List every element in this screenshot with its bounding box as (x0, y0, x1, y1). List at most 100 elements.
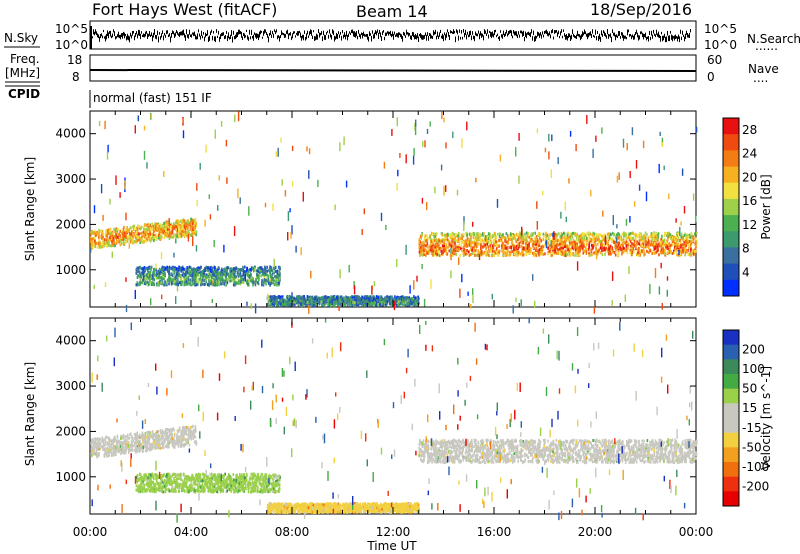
power-echo-cell (400, 295, 403, 299)
noise-sample (655, 34, 656, 38)
power-echo-cell (542, 245, 545, 249)
power-echo-cell (430, 238, 433, 242)
power-echo-cell (164, 274, 166, 278)
power-echo-cell (156, 224, 159, 228)
power-echo-cell (479, 252, 481, 256)
power-echo-cell (105, 232, 107, 236)
power-echo-cell (300, 303, 303, 306)
power-echo-cell (146, 234, 148, 238)
power-echo-cell (348, 300, 350, 303)
noise-sample (528, 31, 529, 35)
power-echo-cell (538, 232, 541, 236)
power-echo-cell (542, 235, 545, 239)
power-echo-cell (330, 302, 332, 306)
power-echo-cell (448, 249, 450, 253)
noise-sample (676, 36, 677, 39)
noise-sample (476, 33, 477, 37)
noise-sample (130, 32, 131, 37)
power-echo-cell (640, 250, 643, 254)
power-echo-cell (247, 274, 249, 277)
power-echo-cell (194, 217, 197, 221)
power-echo-cell (308, 299, 311, 303)
power-echo-cell (351, 296, 354, 300)
power-echo-cell (571, 232, 574, 235)
noise-sample (660, 36, 661, 42)
power-echo-cell (146, 232, 149, 236)
power-echo-cell (638, 242, 641, 246)
power-echo-cell (466, 249, 468, 253)
power-echo-cell (550, 254, 552, 258)
power-echo-cell (538, 248, 540, 252)
power-echo-cell (123, 225, 125, 229)
noise-sample (148, 33, 149, 37)
noise-trace (90, 26, 691, 49)
power-echo-cell (544, 243, 546, 247)
power-echo-cell (398, 296, 401, 300)
power-echo-cell (338, 297, 341, 301)
power-echo-cell (107, 243, 110, 247)
noise-sample (184, 33, 185, 38)
noise-sample (591, 33, 592, 38)
power-echo-cell (536, 244, 539, 248)
power-echo-cell (461, 249, 463, 252)
power-echo-cell (183, 224, 186, 228)
power-echo-cell (421, 246, 423, 250)
power-echo-cell (257, 274, 260, 278)
noise-sample (598, 35, 599, 41)
power-echo-cell (611, 240, 613, 244)
power-echo-cell (158, 274, 160, 278)
noise-sample (494, 30, 495, 36)
noise-sample (436, 35, 437, 40)
power-echo-cell (168, 279, 171, 283)
power-echo-cell (497, 243, 499, 247)
power-echo-cell (295, 297, 297, 301)
noise-sample (323, 30, 324, 36)
noise-sample (625, 35, 626, 39)
power-echo-cell (611, 250, 613, 254)
noise-sample (446, 32, 447, 38)
power-echo-cell (94, 242, 97, 246)
power-echo-cell (102, 238, 104, 242)
power-echo-cell (164, 283, 167, 287)
power-echo-cell (180, 227, 182, 231)
power-echo-cell (687, 241, 690, 245)
power-echo-cell (149, 265, 151, 269)
noise-sample (510, 29, 511, 34)
noise-sample (596, 36, 597, 41)
power-echo-cell (97, 246, 99, 249)
power-echo-cell (217, 278, 219, 282)
power-echo-cell (100, 236, 103, 240)
noise-sample (463, 29, 464, 33)
power-echo-cell (200, 281, 203, 285)
power-echo-cell (632, 236, 635, 240)
power-echo-cell (197, 280, 199, 284)
power-echo-cell (517, 246, 520, 250)
power-echo-cell (274, 295, 276, 299)
noise-sample (381, 36, 382, 41)
noise-sample (597, 30, 598, 34)
power-echo-cell (266, 279, 269, 283)
power-echo-cell (192, 227, 194, 231)
power-echo-cell (263, 280, 265, 284)
noise-sample (417, 33, 418, 39)
noise-sample (114, 31, 115, 36)
power-echo-cell (658, 253, 660, 257)
noise-sample (498, 36, 499, 40)
power-echo-cell (316, 298, 318, 302)
power-echo-cell (528, 235, 530, 239)
power-echo-cell (98, 232, 100, 236)
power-echo-cell (401, 297, 404, 301)
noise-sample (214, 36, 215, 42)
power-echo-cell (404, 303, 407, 307)
power-echo-cell (485, 249, 487, 253)
power-echo-cell (381, 298, 383, 301)
noise-sample (229, 36, 230, 40)
power-echo-cell (206, 268, 208, 272)
power-echo-cell (374, 300, 377, 304)
power-echo-cell (375, 303, 377, 307)
power-echo-cell (457, 237, 460, 241)
power-echo-cell (574, 250, 577, 254)
power-echo-cell (443, 247, 446, 251)
power-echo-cell (655, 250, 658, 254)
noise-sample (147, 33, 148, 39)
